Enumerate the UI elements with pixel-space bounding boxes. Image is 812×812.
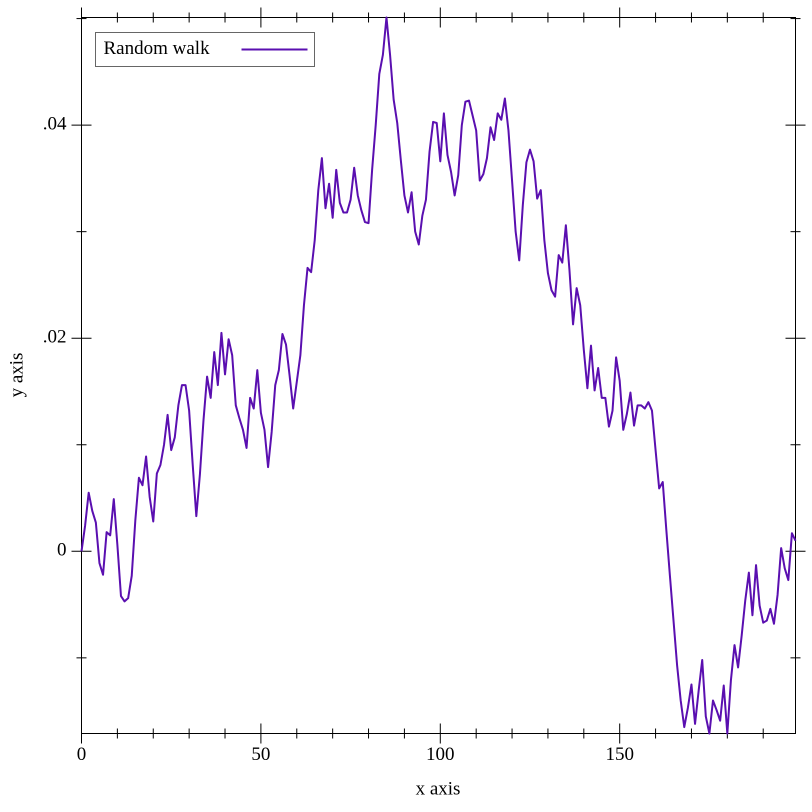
- x-tick-label: 100: [426, 744, 455, 765]
- x-tick-label: 50: [251, 744, 270, 765]
- line-series: [80, 16, 797, 735]
- x-axis-label: x axis: [416, 778, 461, 799]
- y-tick-label: .02: [43, 327, 67, 348]
- y-tick-label: 0: [57, 540, 67, 561]
- legend-label: Random walk: [104, 38, 211, 59]
- y-tick-label: .04: [43, 113, 67, 134]
- plot-frame: [81, 17, 796, 734]
- y-axis-label: y axis: [6, 353, 27, 398]
- x-tick-label: 150: [605, 744, 634, 765]
- x-tick-label: 0: [77, 744, 87, 765]
